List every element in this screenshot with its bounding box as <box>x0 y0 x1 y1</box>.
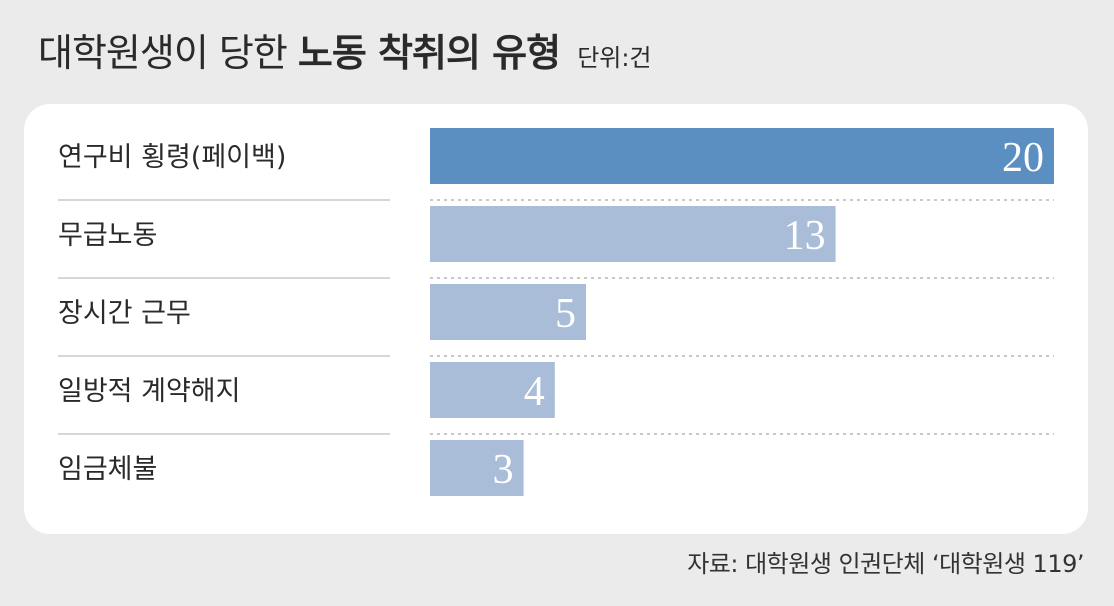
chart-title: 대학원생이 당한 노동 착취의 유형 단위:건 <box>38 28 652 83</box>
bar <box>430 362 555 418</box>
value-label: 3 <box>493 447 514 493</box>
value-label: 4 <box>524 369 545 415</box>
chart-panel: 20 연구비 횡령(페이백) 13 무급노동 5 장시간 근무 4 일방적 계약해지 3 임금체불 <box>24 104 1088 534</box>
category-label: 일방적 계약해지 <box>58 376 240 407</box>
category-label: 임금체불 <box>58 454 157 485</box>
source-note: 자료: 대학원생 인권단체 ‘대학원생 119’ <box>687 550 1084 578</box>
category-label: 장시간 근무 <box>58 298 191 329</box>
bar <box>430 128 1054 184</box>
bar <box>430 284 586 340</box>
category-label: 연구비 횡령(페이백) <box>58 142 286 173</box>
bar <box>430 440 524 496</box>
bar-chart: 20 연구비 횡령(페이백) 13 무급노동 5 장시간 근무 4 일방적 계약해지 3 임금체불 <box>58 128 1054 496</box>
value-label: 20 <box>1002 135 1044 181</box>
bar <box>430 206 836 262</box>
unit-label: 단위:건 <box>577 44 652 72</box>
title-light: 대학원생이 당한 <box>38 31 288 75</box>
value-label: 5 <box>555 291 576 337</box>
value-label: 13 <box>784 213 826 259</box>
title-bold: 노동 착취의 유형 <box>297 31 561 75</box>
category-label: 무급노동 <box>58 220 157 251</box>
